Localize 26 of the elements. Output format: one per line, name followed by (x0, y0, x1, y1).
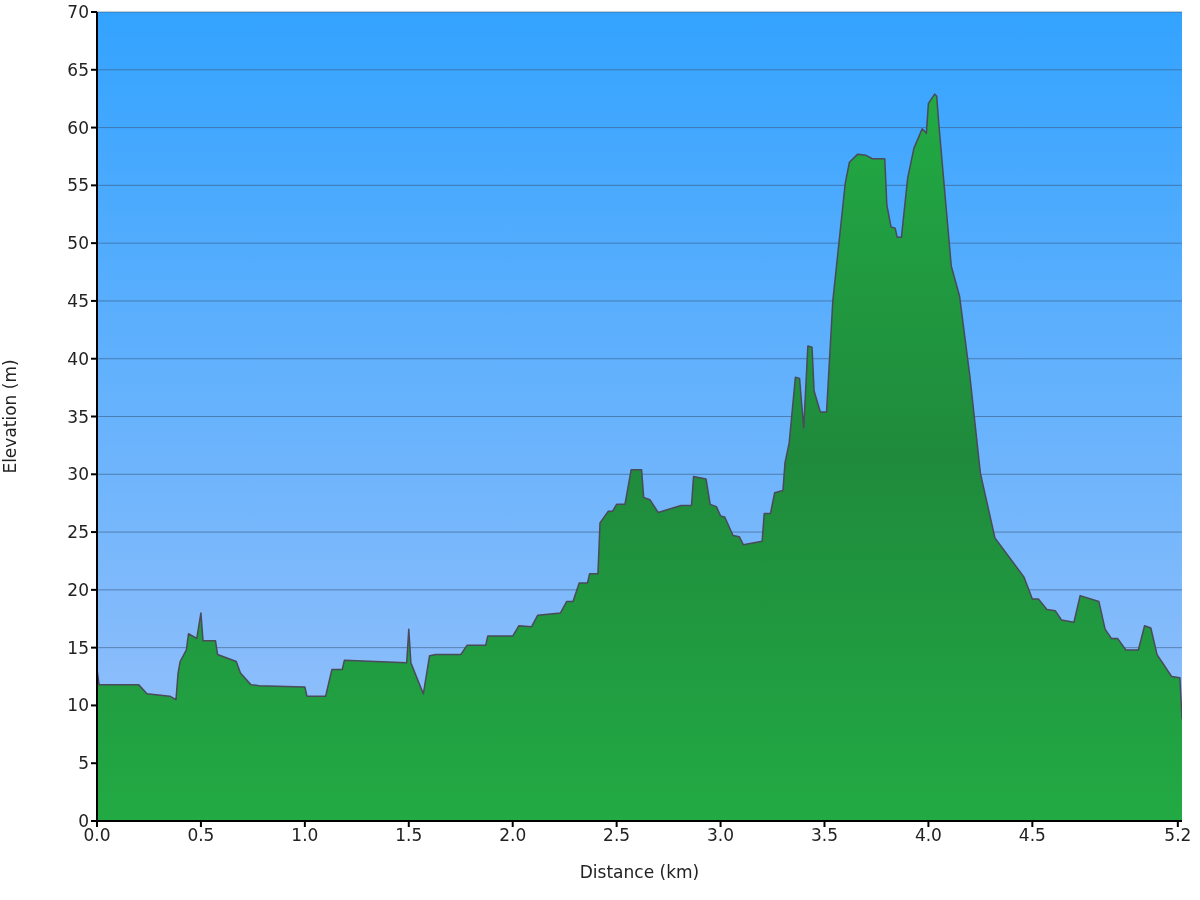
x-tick-label: 3.0 (707, 825, 735, 846)
x-tick-label: 0.5 (187, 825, 215, 846)
y-axis-title: Elevation (m) (0, 359, 21, 474)
x-tick-label: 2.0 (499, 825, 527, 846)
y-tick-label: 45 (67, 290, 89, 311)
y-tick-label: 35 (67, 406, 89, 427)
x-axis-title: Distance (km) (579, 862, 700, 882)
y-tick-label: 40 (67, 348, 89, 369)
x-tick-label: 2.5 (603, 825, 631, 846)
y-tick-label: 20 (67, 579, 89, 600)
y-tick-label: 25 (67, 522, 89, 543)
y-tick-label: 60 (67, 117, 89, 138)
y-tick-label: 5 (78, 753, 89, 774)
y-tick-label: 65 (67, 59, 89, 80)
x-tick-label: 5.2 (1164, 825, 1192, 846)
x-tick-label: 1.0 (291, 825, 319, 846)
y-tick-label: 70 (67, 2, 89, 23)
y-tick-label: 55 (67, 175, 89, 196)
x-tick-label: 4.5 (1018, 825, 1046, 846)
y-tick-label: 10 (67, 695, 89, 716)
y-tick-label: 15 (67, 637, 89, 658)
x-tick-label: 3.5 (810, 825, 839, 846)
y-tick-label: 30 (67, 464, 89, 485)
x-tick-label: 1.5 (395, 825, 423, 846)
y-tick-label: 50 (67, 233, 89, 254)
x-tick-label: 4.0 (914, 825, 942, 846)
